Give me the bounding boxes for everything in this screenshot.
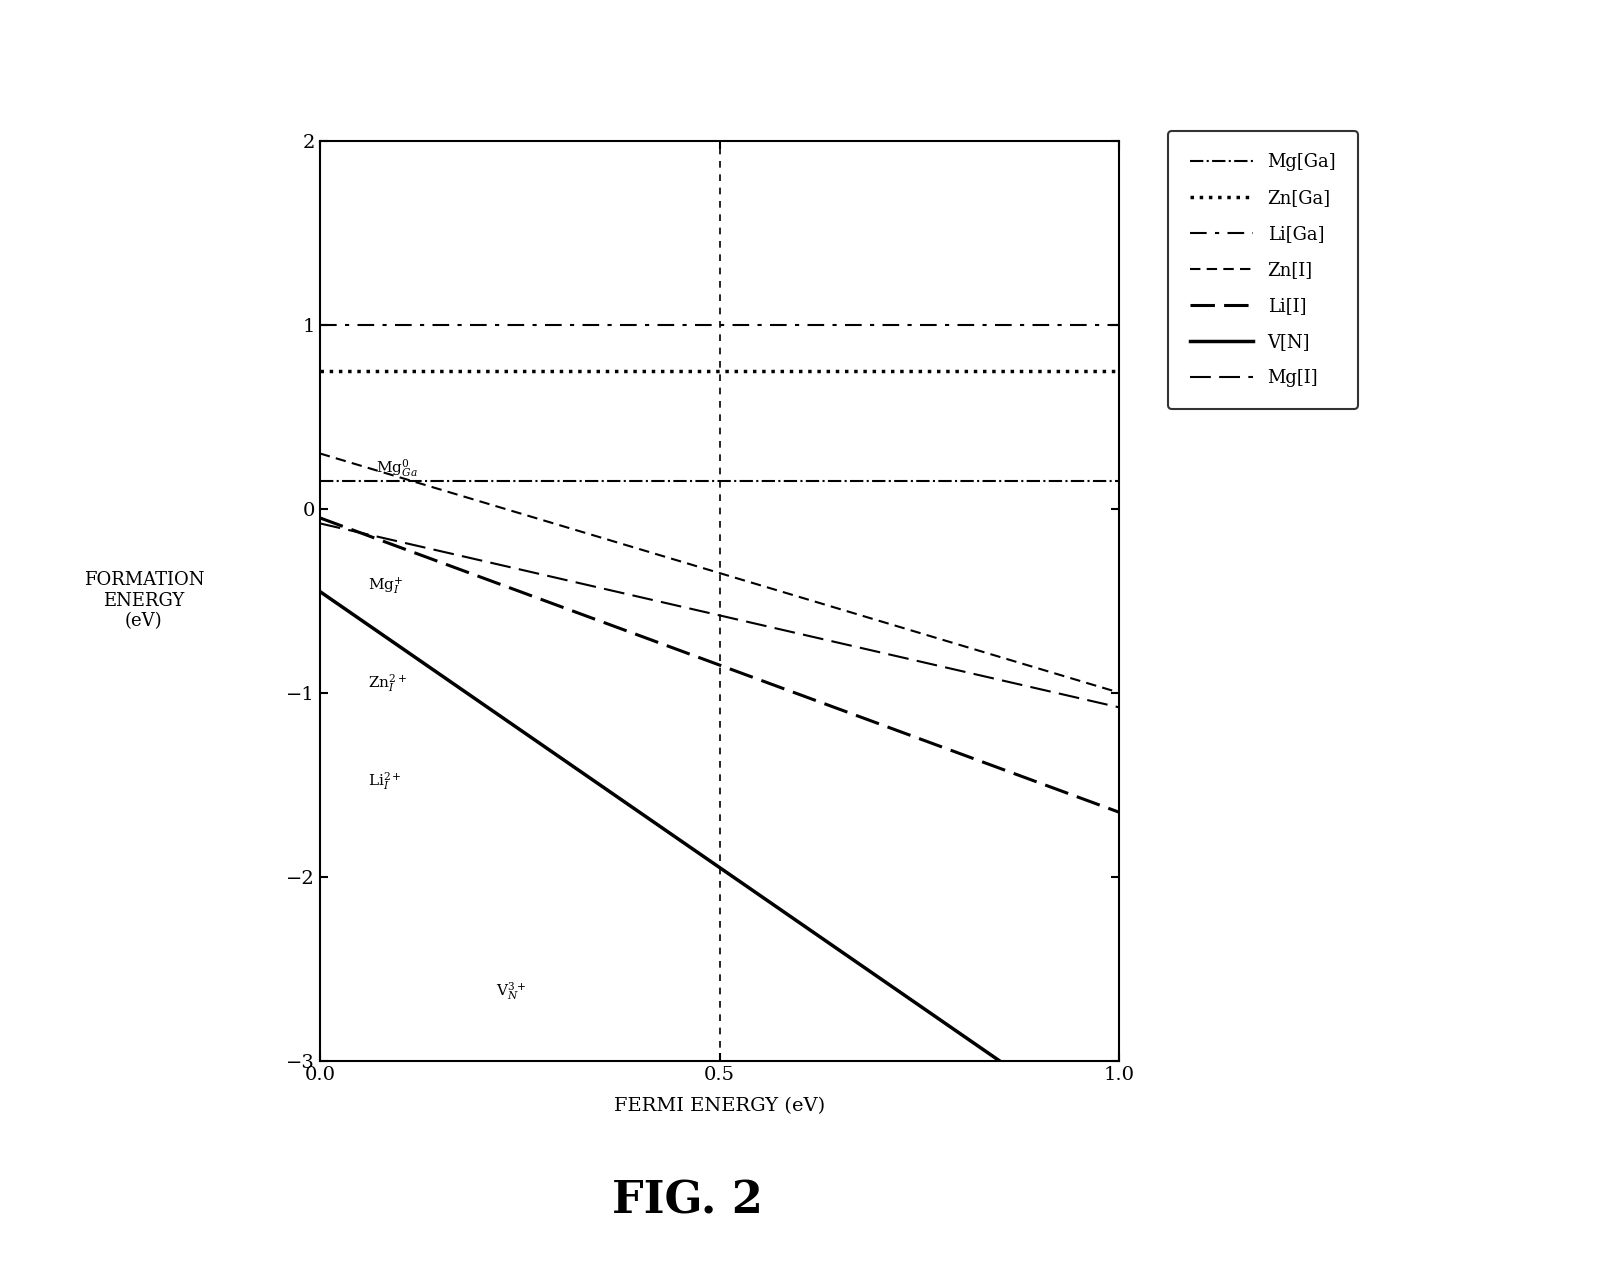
Text: Li$_{I}^{2+}$: Li$_{I}^{2+}$ <box>368 771 401 792</box>
Y-axis label: FORMATION
ENERGY
(eV): FORMATION ENERGY (eV) <box>83 571 205 630</box>
Text: V$_{N}^{3+}$: V$_{N}^{3+}$ <box>496 980 526 1002</box>
X-axis label: FERMI ENERGY (eV): FERMI ENERGY (eV) <box>614 1098 825 1116</box>
Text: Mg$_{Ga}^{0}$: Mg$_{Ga}^{0}$ <box>376 458 417 479</box>
Text: Zn$_{I}^{2+}$: Zn$_{I}^{2+}$ <box>368 672 406 694</box>
Text: Mg$_{I}^{+}$: Mg$_{I}^{+}$ <box>368 575 403 597</box>
Text: FIG. 2: FIG. 2 <box>612 1180 763 1223</box>
Legend: Mg[Ga], Zn[Ga], Li[Ga], Zn[I], Li[I], V[N], Mg[I]: Mg[Ga], Zn[Ga], Li[Ga], Zn[I], Li[I], V[… <box>1169 132 1358 409</box>
